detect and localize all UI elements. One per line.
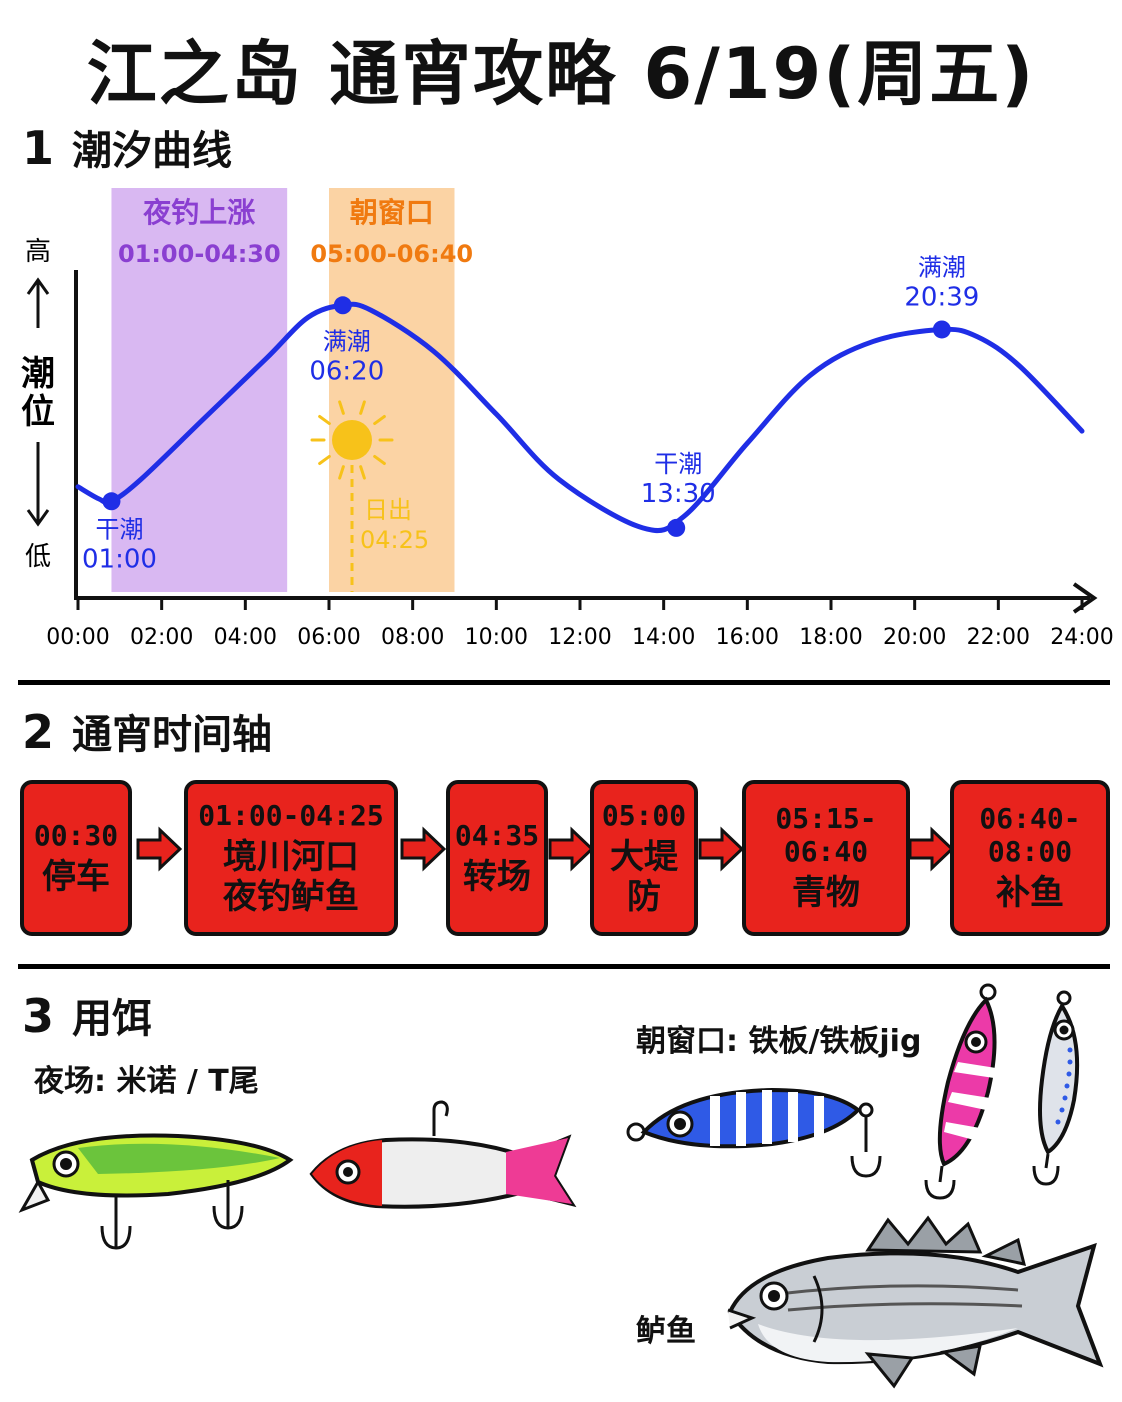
timeline-time: 00:30 [33, 818, 119, 852]
divider [18, 680, 1110, 685]
minnow-lure-icon [18, 1133, 294, 1250]
timeline-label: 停车 [42, 856, 110, 897]
arrow-right-icon [136, 826, 182, 872]
tide-point [102, 492, 121, 511]
sun-ray [338, 465, 345, 480]
divider [18, 964, 1110, 969]
timeline-step: 01:00-04:25 境川河口 夜钓鲈鱼 [184, 780, 398, 936]
timeline-label: 青物 [792, 873, 860, 914]
tide-point-time: 20:39 [904, 282, 979, 312]
timeline-label: 大堤防 [610, 837, 678, 917]
x-tick-label: 06:00 [297, 625, 360, 650]
tide-point-time: 13:30 [641, 479, 716, 509]
timeline-time: 01:00-04:25 [198, 799, 384, 833]
x-tick-label: 08:00 [381, 625, 444, 650]
highlight-band [329, 188, 455, 592]
tide-point-label: 满潮 [918, 253, 966, 281]
band-range: 05:00-06:40 [310, 240, 473, 268]
t-tail-lure-icon [309, 1100, 577, 1209]
timeline-time: 05:00 [601, 799, 687, 833]
section-bait-heading: 3 用饵 [22, 986, 152, 1044]
sunrise-time: 04:25 [360, 526, 429, 554]
pink-jig-icon [924, 983, 997, 1200]
x-tick-label: 12:00 [548, 625, 611, 650]
x-tick-label: 20:00 [883, 625, 946, 650]
tide-point-time: 01:00 [82, 544, 157, 574]
band-label: 朝窗口 [350, 196, 434, 229]
timeline-step: 00:30 停车 [20, 780, 132, 936]
section-number: 3 [22, 989, 55, 1043]
timeline-label: 境川河口 夜钓鲈鱼 [223, 837, 359, 917]
tide-point [932, 320, 951, 339]
x-tick-label: 00:00 [46, 625, 109, 650]
page-title: 江之岛 通宵攻略 6/19(周五) [86, 33, 1036, 115]
sunrise-label: 日出 [364, 496, 412, 524]
timeline-time: 05:15-06:40 [775, 802, 877, 869]
x-tick-label: 10:00 [465, 625, 528, 650]
x-tick-label: 18:00 [799, 625, 862, 650]
silver-jig-icon [1032, 990, 1080, 1186]
y-up-arrow [26, 277, 50, 295]
y-down-arrow [26, 509, 50, 527]
highlight-bands: 夜钓上涨 01:00-04:30 朝窗口 05:00-06:40 [111, 188, 473, 592]
highlight-band [111, 188, 288, 592]
x-ticks: 00:00 02:00 04:00 06:00 08:00 10:00 12:00 14:00… [46, 598, 1114, 650]
arrow-right-icon [400, 826, 446, 872]
ylabel-low: 低 [25, 542, 51, 572]
section-title: 用饵 [72, 996, 153, 1042]
band-label: 夜钓上涨 [142, 196, 255, 229]
timeline-step: 05:00 大堤防 [590, 780, 698, 936]
sun-ray [318, 414, 331, 426]
x-tick-label: 04:00 [214, 625, 277, 650]
x-tick-label: 16:00 [716, 625, 779, 650]
tide-point-label: 干潮 [95, 515, 143, 543]
tide-point-label: 干潮 [654, 450, 702, 478]
sun-ray [359, 465, 366, 480]
sea-bass-icon [727, 1215, 1104, 1389]
timeline-label: 补鱼 [996, 873, 1064, 914]
arrow-right-icon [548, 826, 594, 872]
tide-curve [75, 301, 1085, 534]
tide-point-label: 满潮 [323, 327, 371, 355]
tide-point [333, 296, 352, 315]
night-bait-label: 夜场: 米诺 / T尾 [34, 1064, 259, 1099]
ylabel-high: 高 [25, 237, 51, 267]
blue-jig-icon [626, 1087, 882, 1178]
section-timeline-heading: 2 通宵时间轴 [22, 702, 272, 760]
timeline-step: 06:40-08:00 补鱼 [950, 780, 1110, 936]
timeline-label: 转场 [463, 856, 531, 897]
band-range: 01:00-04:30 [118, 240, 281, 268]
fish-label: 鲈鱼 [636, 1314, 696, 1349]
timeline-step: 04:35 转场 [446, 780, 548, 936]
section-title: 潮汐曲线 [72, 128, 233, 174]
sun-ray [373, 454, 386, 466]
sun-ray [338, 400, 345, 415]
timeline-step: 05:15-06:40 青物 [742, 780, 910, 936]
arrow-right-icon [908, 826, 954, 872]
timeline-time: 06:40-08:00 [979, 802, 1081, 869]
x-tick-label: 24:00 [1050, 625, 1113, 650]
sun-icon [332, 420, 373, 460]
section-tide-heading: 1 潮汐曲线 [22, 118, 232, 176]
section-number: 1 [22, 121, 55, 175]
x-tick-label: 22:00 [967, 625, 1030, 650]
arrow-right-icon [698, 826, 744, 872]
timeline-time: 04:35 [454, 818, 540, 852]
sun-ray [359, 400, 366, 415]
sun-ray [318, 454, 331, 466]
ylabel-tide-level: 潮位 [21, 354, 55, 432]
section-title: 通宵时间轴 [72, 712, 273, 758]
tide-point [667, 518, 686, 537]
tide-point-time: 06:20 [309, 356, 384, 386]
sun-ray [373, 414, 386, 426]
x-tick-label: 02:00 [130, 625, 193, 650]
section-number: 2 [22, 705, 55, 759]
x-tick-label: 14:00 [632, 625, 695, 650]
morning-bait-label: 朝窗口: 铁板/铁板jig [636, 1024, 922, 1059]
